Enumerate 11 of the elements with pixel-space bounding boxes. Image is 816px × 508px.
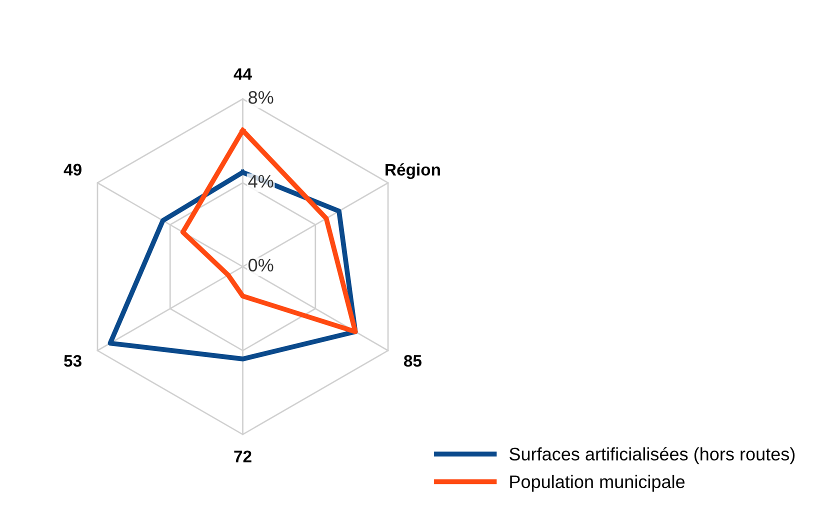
y-tick-label: 0% bbox=[248, 258, 274, 272]
spoke-label: Région bbox=[386, 163, 440, 179]
spoke-label: 49 bbox=[64, 164, 82, 176]
spoke-label: 85 bbox=[404, 354, 422, 367]
y-tick-label: 4% bbox=[248, 174, 274, 188]
legend-label: Population municipale bbox=[510, 474, 685, 492]
y-tick-label: 8% bbox=[248, 91, 274, 104]
spoke-label: 72 bbox=[234, 450, 252, 462]
spoke-label: 44 bbox=[234, 68, 252, 80]
spoke-label: 53 bbox=[64, 354, 82, 367]
legend-label: Surfaces artificialisées (hors routes) bbox=[510, 447, 795, 464]
